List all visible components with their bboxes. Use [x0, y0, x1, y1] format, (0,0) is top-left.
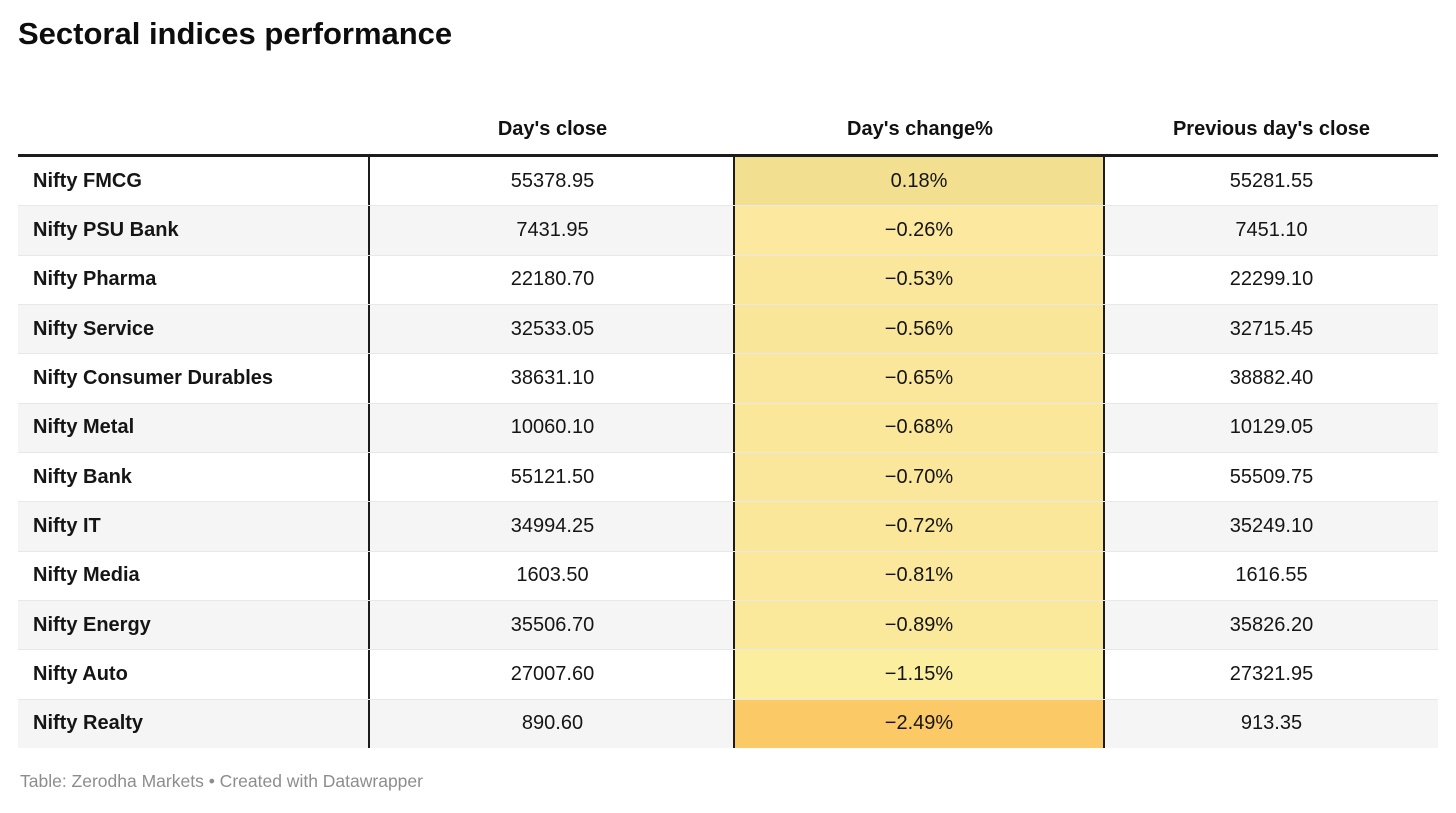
- table-row: Nifty Metal 10060.10 −0.68% 10129.05: [18, 402, 1438, 452]
- days-change-cell: 0.18%: [733, 157, 1105, 206]
- previous-days-close-cell: 55281.55: [1229, 169, 1314, 192]
- days-change-cell: −0.72%: [733, 502, 1105, 551]
- sectoral-indices-table: Day's close Day's change% Previous day's…: [18, 104, 1438, 748]
- previous-days-close-cell: 38882.40: [1229, 366, 1314, 389]
- index-name-cell: Nifty Metal: [18, 403, 370, 452]
- table-row: Nifty FMCG 55378.95 0.18% 55281.55: [18, 157, 1438, 206]
- index-name-cell: Nifty Auto: [18, 650, 370, 699]
- index-name-cell: Nifty Consumer Durables: [18, 354, 370, 403]
- days-close-cell: 32533.05: [510, 317, 595, 340]
- days-close-cell: 55121.50: [510, 465, 595, 488]
- previous-days-close-cell: 32715.45: [1229, 317, 1314, 340]
- table-row: Nifty Service 32533.05 −0.56% 32715.45: [18, 303, 1438, 354]
- days-change-cell: −0.81%: [733, 551, 1105, 600]
- index-name-cell: Nifty Service: [18, 304, 370, 354]
- days-close-cell: 22180.70: [510, 268, 595, 291]
- table-row: Nifty Energy 35506.70 −0.89% 35826.20: [18, 599, 1438, 650]
- previous-days-close-cell: 10129.05: [1229, 416, 1314, 439]
- days-change-cell: −1.15%: [733, 650, 1105, 699]
- index-name-cell: Nifty PSU Bank: [18, 206, 370, 255]
- index-name-cell: Nifty Bank: [18, 452, 370, 502]
- table-row: Nifty PSU Bank 7431.95 −0.26% 7451.10: [18, 205, 1438, 255]
- table-row: Nifty Realty 890.60 −2.49% 913.35: [18, 698, 1438, 748]
- index-name-cell: Nifty Media: [18, 551, 370, 600]
- previous-days-close-cell: 913.35: [1240, 712, 1303, 735]
- index-name-cell: Nifty Energy: [18, 600, 370, 650]
- days-change-cell: −0.89%: [733, 600, 1105, 650]
- days-change-cell: −0.53%: [733, 255, 1105, 304]
- previous-days-close-cell: 1616.55: [1235, 564, 1308, 587]
- index-name-cell: Nifty Realty: [18, 699, 370, 748]
- column-header-previous-days-close: Previous day's close: [1172, 117, 1371, 140]
- index-name-cell: Nifty FMCG: [18, 157, 370, 206]
- days-change-cell: −0.70%: [733, 452, 1105, 502]
- previous-days-close-cell: 35249.10: [1229, 514, 1314, 537]
- previous-days-close-cell: 7451.10: [1235, 218, 1308, 241]
- days-close-cell: 890.60: [521, 712, 584, 735]
- previous-days-close-cell: 55509.75: [1229, 465, 1314, 488]
- previous-days-close-cell: 27321.95: [1229, 662, 1314, 685]
- days-change-cell: −2.49%: [733, 699, 1105, 748]
- index-name-cell: Nifty IT: [18, 502, 370, 551]
- table-row: Nifty Auto 27007.60 −1.15% 27321.95: [18, 649, 1438, 699]
- days-change-cell: −0.65%: [733, 354, 1105, 403]
- page-title: Sectoral indices performance: [18, 16, 453, 51]
- table-row: Nifty Bank 55121.50 −0.70% 55509.75: [18, 451, 1438, 502]
- column-header-days-change: Day's change%: [847, 117, 993, 140]
- column-header-days-close: Day's close: [497, 117, 608, 140]
- days-close-cell: 27007.60: [510, 662, 595, 685]
- table-row: Nifty Consumer Durables 38631.10 −0.65% …: [18, 353, 1438, 403]
- days-change-cell: −0.56%: [733, 304, 1105, 354]
- days-change-cell: −0.26%: [733, 206, 1105, 255]
- days-close-cell: 1603.50: [516, 564, 589, 587]
- days-close-cell: 35506.70: [510, 613, 595, 636]
- days-close-cell: 34994.25: [510, 514, 595, 537]
- table-header-row: Day's close Day's change% Previous day's…: [18, 104, 1438, 157]
- previous-days-close-cell: 22299.10: [1229, 268, 1314, 291]
- days-close-cell: 55378.95: [510, 169, 595, 192]
- days-close-cell: 38631.10: [510, 366, 595, 389]
- table-body: Nifty FMCG 55378.95 0.18% 55281.55 Nifty…: [18, 157, 1438, 748]
- table-row: Nifty Pharma 22180.70 −0.53% 22299.10: [18, 254, 1438, 304]
- table-row: Nifty IT 34994.25 −0.72% 35249.10: [18, 501, 1438, 551]
- table-row: Nifty Media 1603.50 −0.81% 1616.55: [18, 550, 1438, 600]
- footer-attribution: Table: Zerodha Markets • Created with Da…: [20, 771, 423, 791]
- days-close-cell: 10060.10: [510, 416, 595, 439]
- previous-days-close-cell: 35826.20: [1229, 613, 1314, 636]
- index-name-cell: Nifty Pharma: [18, 255, 370, 304]
- days-change-cell: −0.68%: [733, 403, 1105, 452]
- days-close-cell: 7431.95: [516, 218, 589, 241]
